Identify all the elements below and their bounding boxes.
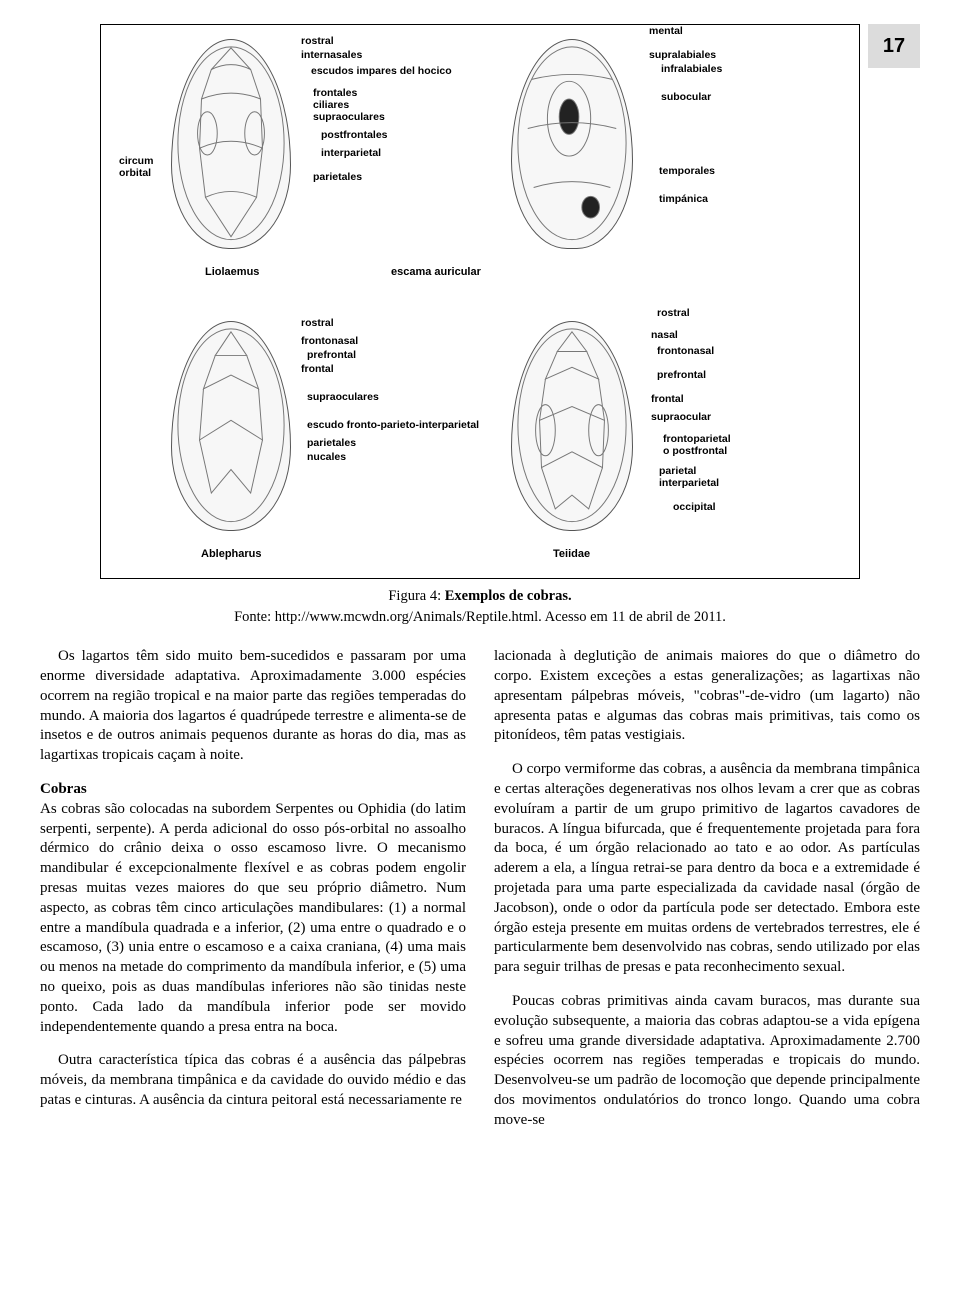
lbl-te-interparietal: interparietal [659,477,719,491]
lbl-te-prefrontal: prefrontal [657,369,706,383]
lbl-te-occipital: occipital [673,501,716,515]
lbl-infralabiales: infralabiales [661,63,722,77]
paragraph-4: lacionada à deglutição de animais maiore… [494,647,920,746]
head-lateral-icon [512,40,632,247]
lbl-supraoculares: supraoculares [313,111,385,125]
lbl-subocular: subocular [661,91,711,105]
genus-teiidae: Teiidae [553,547,590,562]
lbl-te-postfrontal: o postfrontal [663,445,727,459]
lbl-escama-auricular: escama auricular [391,265,481,280]
lbl-postfrontales: postfrontales [321,129,388,143]
lbl-ab-escudo: escudo fronto-parieto-interparietal [307,419,479,433]
caption-title: Exemplos de cobras. [445,588,572,604]
lbl-te-frontal: frontal [651,393,684,407]
head-scales-icon [172,40,290,247]
lbl-orbital: orbital [119,167,151,181]
lbl-ab-prefrontal: prefrontal [307,349,356,363]
figure-caption: Figura 4: Exemplos de cobras. [40,587,920,606]
lbl-internasales: internasales [301,49,362,63]
lbl-temporales: temporales [659,165,715,179]
lbl-ab-frontonasal: frontonasal [301,335,358,349]
paragraph-cobras: Cobras As cobras são colocadas na subord… [40,780,466,1037]
figure-4-box: rostral internasales escudos impares del… [100,24,860,579]
diagram-liolaemus-dorsal [171,39,291,249]
genus-liolaemus: Liolaemus [205,265,259,280]
caption-prefix: Figura 4: [388,588,441,604]
lbl-interparietal: interparietal [321,147,381,161]
lbl-ab-supraoculares: supraoculares [307,391,379,405]
lbl-parietales: parietales [313,171,362,185]
lbl-te-frontonasal: frontonasal [657,345,714,359]
lbl-te-supraocular: supraocular [651,411,711,425]
lbl-mental: mental [649,25,683,39]
lbl-te-rostral: rostral [657,307,690,321]
lbl-ab-frontal: frontal [301,363,334,377]
lbl-ab-rostral: rostral [301,317,334,331]
teiidae-icon [512,322,632,529]
body-columns: Os lagartos têm sido muito bem-sucedidos… [40,647,920,1134]
lbl-escudos: escudos impares del hocico [311,65,452,79]
diagram-liolaemus-lateral [511,39,633,249]
heading-cobras: Cobras [40,781,87,797]
ablepharus-icon [172,322,290,529]
lbl-rostral: rostral [301,35,334,49]
lbl-ab-parietales: parietales [307,437,356,451]
lbl-timpanica: timpánica [659,193,708,207]
paragraph-1: Os lagartos têm sido muito bem-sucedidos… [40,647,466,766]
lbl-supralabiales: supralabiales [649,49,716,63]
diagram-ablepharus [171,321,291,531]
figure-source: Fonte: http://www.mcwdn.org/Animals/Rept… [40,608,920,627]
page-number: 17 [868,24,920,68]
lbl-ab-nucales: nucales [307,451,346,465]
genus-ablepharus: Ablepharus [201,547,262,562]
paragraph-6: Poucas cobras primitivas ainda cavam bur… [494,992,920,1131]
paragraph-3: Outra característica típica das cobras é… [40,1051,466,1110]
paragraph-5: O corpo vermiforme das cobras, a ausênci… [494,760,920,978]
diagram-teiidae [511,321,633,531]
paragraph-2-text: As cobras são colocadas na subordem Serp… [40,801,466,1035]
lbl-te-nasal: nasal [651,329,678,343]
